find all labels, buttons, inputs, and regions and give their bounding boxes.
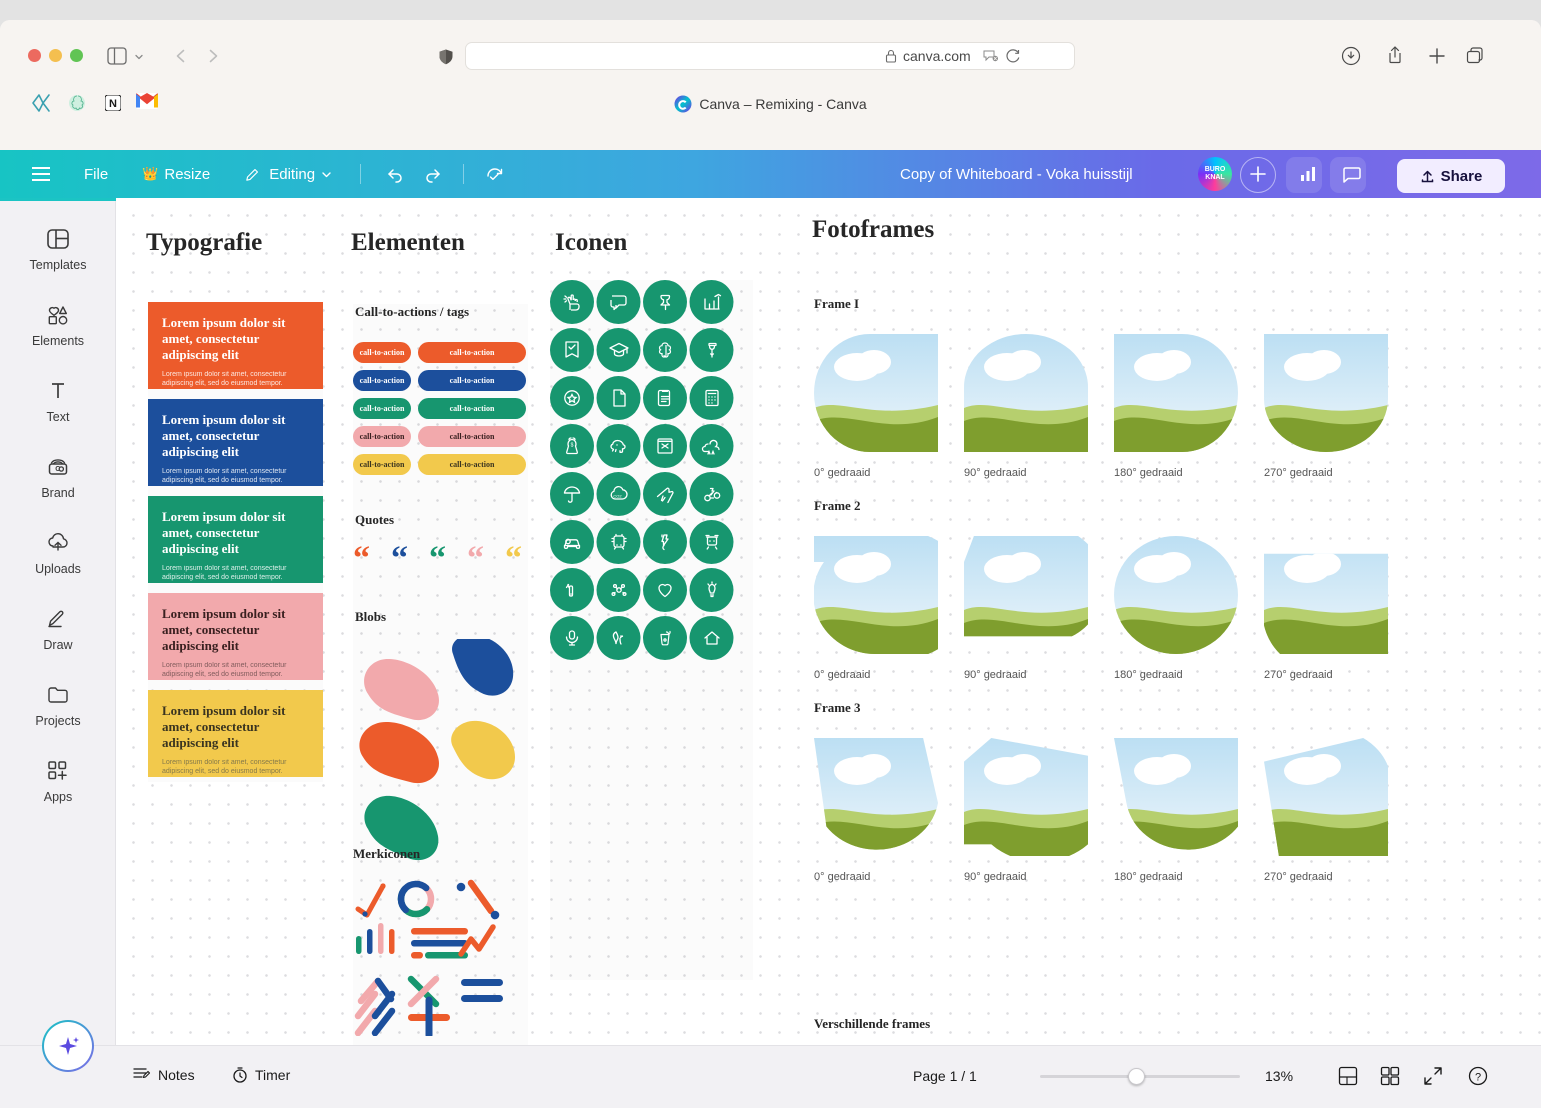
svg-text:?: ? xyxy=(1475,1072,1481,1084)
svg-text:$: $ xyxy=(571,443,574,449)
svg-text:CO2: CO2 xyxy=(613,494,622,499)
